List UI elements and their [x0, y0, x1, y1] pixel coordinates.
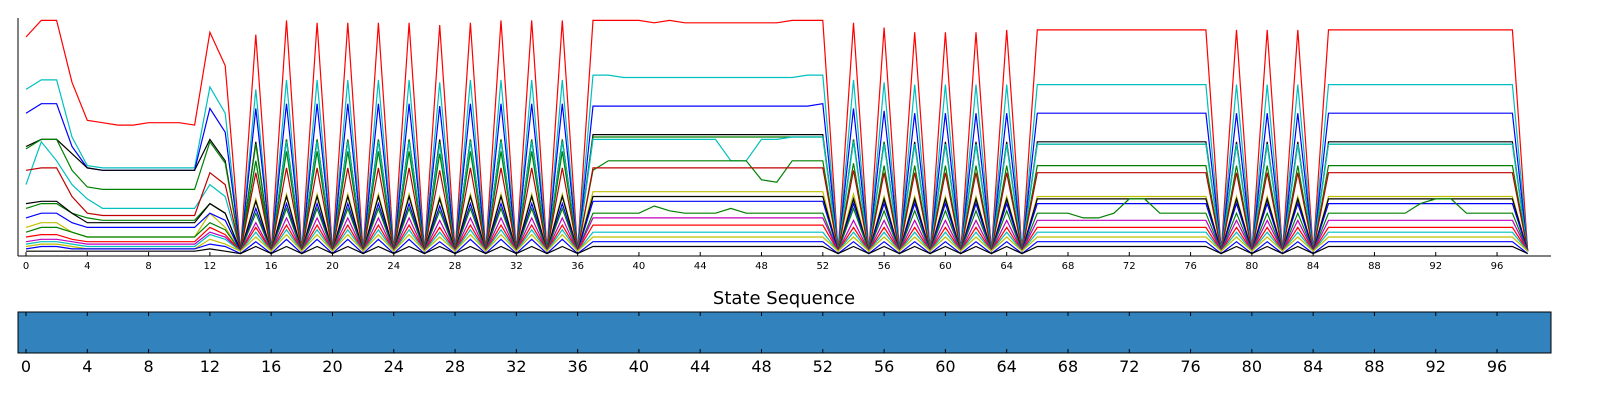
series-line-12: [25, 198, 1529, 253]
state-tick-label: 64: [997, 357, 1017, 376]
state-tick-label: 28: [445, 357, 465, 376]
x-tick-label: 0: [23, 261, 29, 272]
series-line-1: [25, 19, 1529, 252]
x-tick-label: 80: [1245, 261, 1258, 272]
state-tick-label: 72: [1119, 357, 1139, 376]
series-line-2: [25, 74, 1529, 252]
x-tick-label: 96: [1491, 261, 1504, 272]
series-line-15: [25, 228, 1529, 253]
state-tick-label: 68: [1058, 357, 1078, 376]
state-sequence-chart: State Sequence 0 4 8 12 16 20 24 28 32 36 40 44 48 52…: [17, 288, 1552, 376]
line-chart: 0 4 8 12 16 20 24 28 32 36 40 44 48 52 56 60 64 68 72 76 80 8…: [17, 18, 1551, 272]
state-tick-label: 48: [751, 357, 771, 376]
x-tick-label: 8: [145, 261, 151, 272]
x-tick-label: 32: [510, 261, 523, 272]
series-line-14: [25, 223, 1529, 253]
series-line-13: [25, 216, 1529, 253]
x-tick-label: 12: [204, 261, 217, 272]
x-tick-label: 56: [878, 261, 891, 272]
state-tick-label: 80: [1242, 357, 1262, 376]
x-tick-label: 20: [326, 261, 339, 272]
x-tick-label: 84: [1307, 261, 1320, 272]
state-tick-label: 24: [384, 357, 404, 376]
state-x-ticks: 0 4 8 12 16 20 24 28 32 36 40 44 48 52 56 60 64 68 72 76 80 8…: [21, 312, 1507, 376]
series-line-16: [25, 233, 1529, 253]
state-tick-label: 8: [143, 357, 153, 376]
x-tick-label: 48: [755, 261, 768, 272]
series-line-8: [25, 167, 1529, 252]
state-tick-label: 56: [874, 357, 894, 376]
state-tick-label: 44: [690, 357, 710, 376]
state-tick-label: 76: [1180, 357, 1200, 376]
x-tick-label: 24: [387, 261, 400, 272]
x-tick-label: 4: [84, 261, 90, 272]
series-lines: [25, 19, 1529, 255]
x-tick-label: 16: [265, 261, 278, 272]
x-tick-label: 72: [1123, 261, 1136, 272]
state-tick-label: 32: [506, 357, 526, 376]
x-tick-label: 44: [694, 261, 707, 272]
x-tick-label: 76: [1184, 261, 1197, 272]
x-tick-label: 68: [1062, 261, 1075, 272]
x-tick-label: 28: [449, 261, 462, 272]
series-line-17: [25, 238, 1529, 255]
x-tick-label: 52: [816, 261, 829, 272]
series-line-18: [26, 245, 1528, 255]
state-tick-label: 20: [322, 357, 342, 376]
state-tick-label: 40: [629, 357, 649, 376]
state-tick-label: 92: [1426, 357, 1446, 376]
state-sequence-title: State Sequence: [713, 288, 855, 309]
state-tick-label: 88: [1364, 357, 1384, 376]
state-tick-label: 96: [1487, 357, 1507, 376]
state-tick-label: 52: [813, 357, 833, 376]
state-tick-label: 0: [21, 357, 31, 376]
x-ticks: 0 4 8 12 16 20 24 28 32 36 40 44 48 52 56 60 64 68 72 76 80 8…: [23, 252, 1504, 272]
state-tick-label: 84: [1303, 357, 1323, 376]
state-tick-label: 60: [935, 357, 955, 376]
state-band: [17, 311, 1552, 354]
state-tick-label: 4: [82, 357, 92, 376]
state-tick-label: 36: [567, 357, 587, 376]
x-tick-label: 88: [1368, 261, 1381, 272]
state-tick-label: 12: [200, 357, 220, 376]
series-line-3: [25, 103, 1529, 252]
x-tick-label: 60: [939, 261, 952, 272]
x-tick-label: 92: [1429, 261, 1442, 272]
x-tick-label: 64: [1000, 261, 1013, 272]
x-tick-label: 40: [633, 261, 646, 272]
x-tick-label: 36: [571, 261, 584, 272]
state-tick-label: 16: [261, 357, 281, 376]
